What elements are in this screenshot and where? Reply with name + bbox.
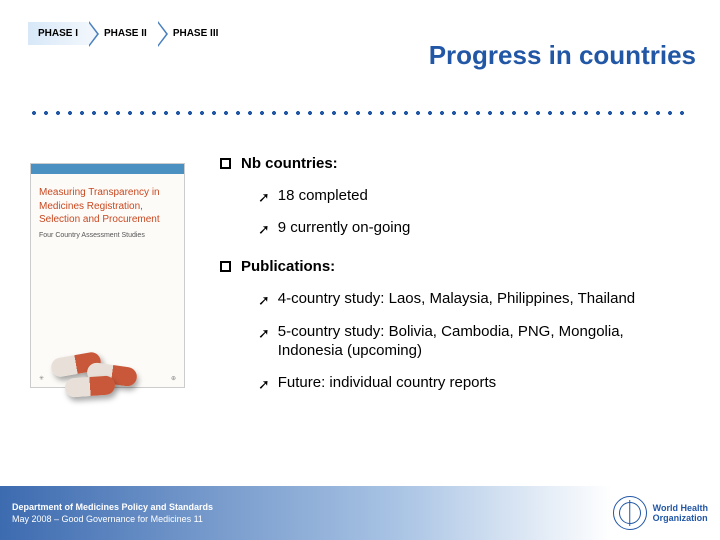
phase-tabs: PHASE I PHASE II PHASE III (28, 22, 228, 45)
who-logo: World Health Organization (613, 496, 708, 530)
content-area: Nb countries: ➚ 18 completed ➚ 9 current… (220, 155, 690, 413)
book-cover-image: Measuring Transparency in Medicines Regi… (30, 163, 185, 388)
arrow-icon: ➚ (258, 220, 270, 238)
list-item: ➚ 5-country study: Bolivia, Cambodia, PN… (258, 322, 690, 361)
phase-tab-1: PHASE I (28, 22, 88, 45)
square-bullet-icon (220, 158, 231, 169)
section-heading-text: Publications: (241, 258, 335, 275)
sub-list-publications: ➚ 4-country study: Laos, Malaysia, Phili… (258, 289, 690, 392)
list-item-text: 4-country study: Laos, Malaysia, Philipp… (278, 289, 635, 309)
book-title: Measuring Transparency in Medicines Regi… (39, 186, 176, 227)
list-item: ➚ 9 currently on-going (258, 218, 690, 238)
footer-bar: Department of Medicines Policy and Stand… (0, 486, 720, 540)
arrow-icon: ➚ (258, 375, 270, 393)
book-subtitle: Four Country Assessment Studies (39, 232, 176, 239)
list-item: ➚ 4-country study: Laos, Malaysia, Phili… (258, 289, 690, 309)
section-heading-publications: Publications: (220, 258, 690, 275)
list-item-text: 5-country study: Bolivia, Cambodia, PNG,… (278, 322, 690, 361)
arrow-icon: ➚ (258, 291, 270, 309)
list-item: ➚ Future: individual country reports (258, 373, 690, 393)
list-item-text: Future: individual country reports (278, 373, 496, 393)
footer-line2: May 2008 – Good Governance for Medicines… (12, 513, 213, 525)
page-title: Progress in countries (429, 40, 696, 71)
section-heading-text: Nb countries: (241, 155, 338, 172)
book-footer-logos: ✳⊕ (39, 375, 176, 382)
who-emblem-icon (613, 496, 647, 530)
sub-list-countries: ➚ 18 completed ➚ 9 currently on-going (258, 186, 690, 238)
list-item: ➚ 18 completed (258, 186, 690, 206)
square-bullet-icon (220, 261, 231, 272)
arrow-icon: ➚ (258, 324, 270, 342)
footer-line1: Department of Medicines Policy and Stand… (12, 501, 213, 513)
who-line2: Organization (653, 513, 708, 523)
footer-text: Department of Medicines Policy and Stand… (12, 501, 213, 525)
list-item-text: 9 currently on-going (278, 218, 411, 238)
arrow-icon: ➚ (258, 188, 270, 206)
book-header-bar (31, 164, 184, 174)
who-line1: World Health (653, 503, 708, 513)
who-logo-text: World Health Organization (653, 503, 708, 524)
divider-dotted (28, 110, 692, 116)
list-item-text: 18 completed (278, 186, 368, 206)
section-heading-countries: Nb countries: (220, 155, 690, 172)
